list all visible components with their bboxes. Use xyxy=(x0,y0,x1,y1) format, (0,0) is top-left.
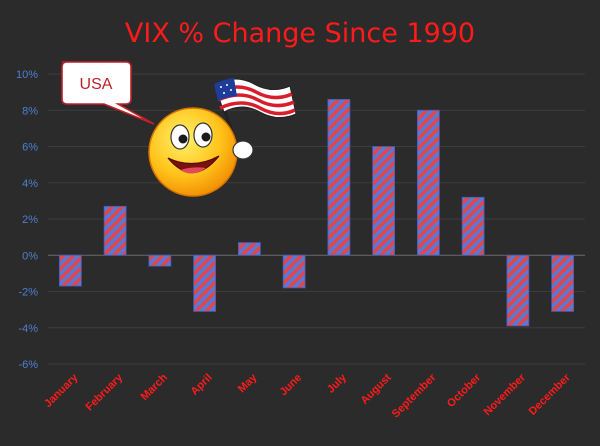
x-tick-label: October xyxy=(445,371,484,410)
y-tick-label: 8% xyxy=(22,105,38,117)
bar-february xyxy=(103,205,127,256)
x-tick-label: February xyxy=(83,371,125,413)
x-tick-label: June xyxy=(278,372,305,399)
bar-august xyxy=(372,146,396,256)
callout-label: USA xyxy=(80,76,113,93)
smiley-waving-us-flag-icon xyxy=(148,78,297,197)
bar-march xyxy=(148,254,172,267)
y-tick-label: -4% xyxy=(18,323,38,335)
y-tick-label: -6% xyxy=(18,359,38,371)
x-tick-label: September xyxy=(390,371,439,420)
x-tick-label: May xyxy=(236,371,260,395)
y-tick-label: 0% xyxy=(22,250,38,262)
smiley-face xyxy=(148,107,238,197)
bar-april xyxy=(193,254,217,312)
y-axis-tick-labels: -6% -4% -2% 0% 2% 4% 6% 8% 10% xyxy=(16,69,38,371)
bar-july xyxy=(327,98,351,256)
y-tick-label: -2% xyxy=(18,287,38,299)
bar-december xyxy=(551,254,575,312)
bars xyxy=(58,98,575,327)
x-tick-label: January xyxy=(42,371,81,410)
x-tick-label: March xyxy=(139,371,171,403)
x-tick-label: April xyxy=(189,372,215,398)
y-tick-label: 4% xyxy=(22,178,38,190)
x-tick-label: November xyxy=(481,371,528,418)
bar-january xyxy=(58,254,82,287)
bar-november xyxy=(506,254,530,327)
bar-october xyxy=(461,196,485,256)
gridlines xyxy=(48,73,585,365)
us-flag-icon xyxy=(213,78,297,118)
x-tick-label: August xyxy=(358,371,394,407)
chart-title: VIX % Change Since 1990 xyxy=(125,18,475,49)
y-tick-label: 6% xyxy=(22,142,38,154)
x-tick-label: July xyxy=(325,371,350,396)
bar-june xyxy=(282,254,306,289)
x-axis-tick-labels: January February March April May June July Augu… xyxy=(42,371,573,420)
y-tick-label: 10% xyxy=(16,69,38,81)
glove-hand xyxy=(232,140,254,160)
callout-bubble xyxy=(61,61,155,125)
usa-callout: USA xyxy=(61,61,155,125)
x-tick-label: December xyxy=(527,371,574,418)
bar-may xyxy=(237,242,261,256)
bar-september xyxy=(416,109,440,256)
y-tick-label: 2% xyxy=(22,214,38,226)
